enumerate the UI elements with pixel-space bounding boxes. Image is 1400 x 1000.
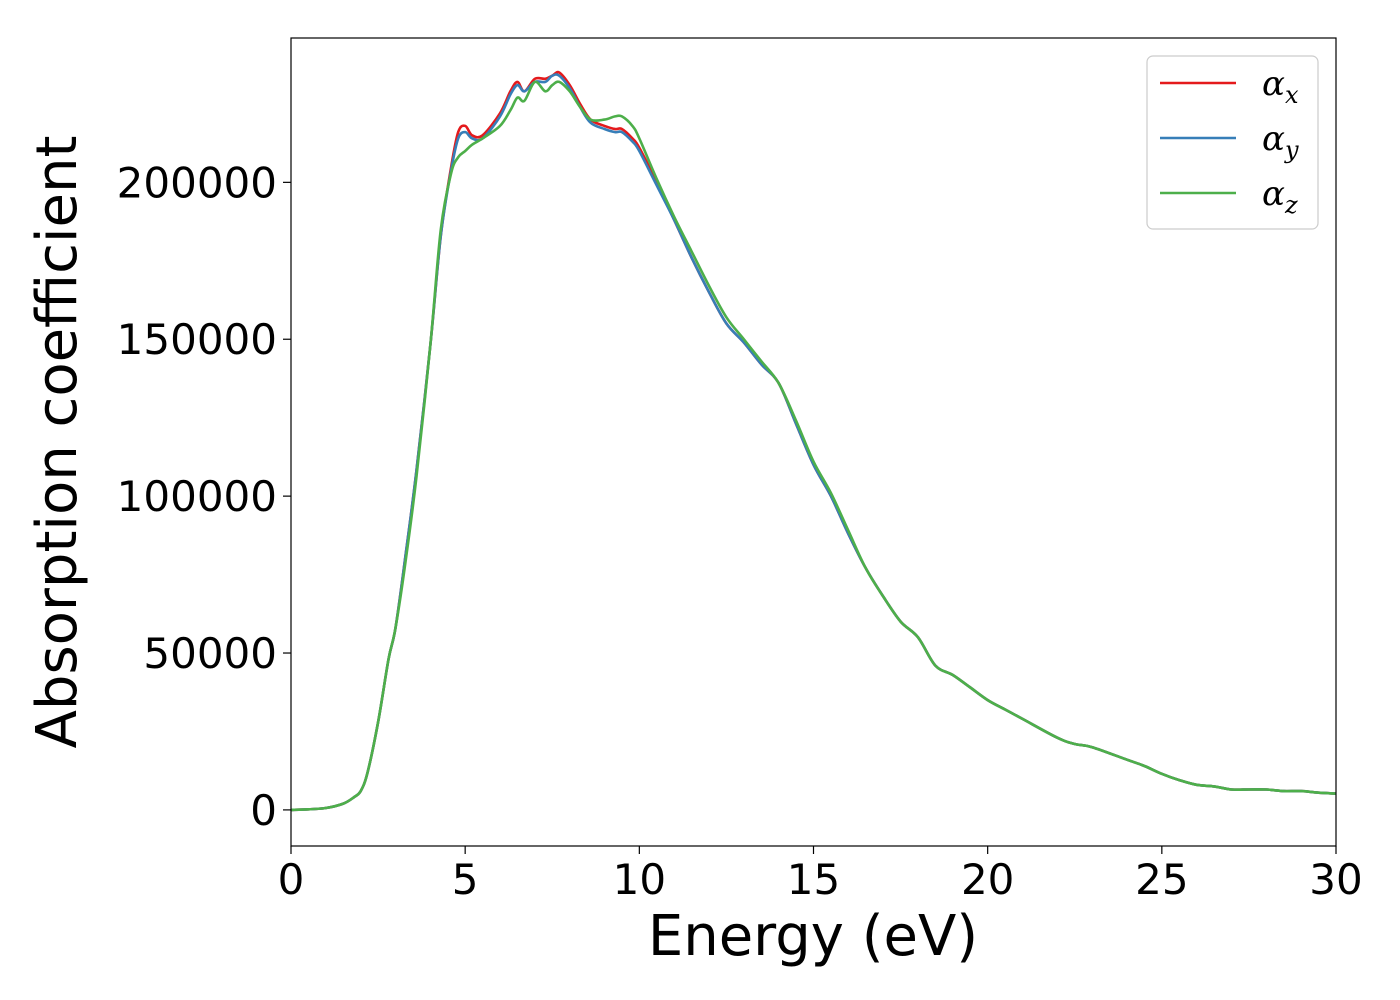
x-axis-title: Energy (eV): [648, 904, 978, 969]
x-tick-label: 30: [1309, 855, 1362, 904]
series-line-z: [290, 80, 1337, 812]
x-tick-label: 0: [278, 855, 305, 904]
x-tick-label: 15: [787, 855, 840, 904]
y-axis-title: Absorption coefficient: [25, 136, 90, 749]
x-axis-ticks: 0 5 10 15 20 25 30: [278, 846, 1363, 904]
y-tick-label: 200000: [117, 158, 277, 207]
y-tick-label: 150000: [117, 315, 277, 364]
x-tick-label: 25: [1135, 855, 1188, 904]
y-tick-label: 50000: [143, 629, 277, 678]
y-tick-label: 0: [250, 786, 277, 835]
y-axis-ticks: 0 50000 100000 150000 200000: [117, 158, 291, 835]
x-tick-label: 5: [452, 855, 479, 904]
y-tick-label: 100000: [117, 472, 277, 521]
x-tick-label: 20: [961, 855, 1014, 904]
x-tick-label: 10: [613, 855, 666, 904]
series-lines: [290, 70, 1337, 812]
legend-box: [1146, 55, 1319, 230]
